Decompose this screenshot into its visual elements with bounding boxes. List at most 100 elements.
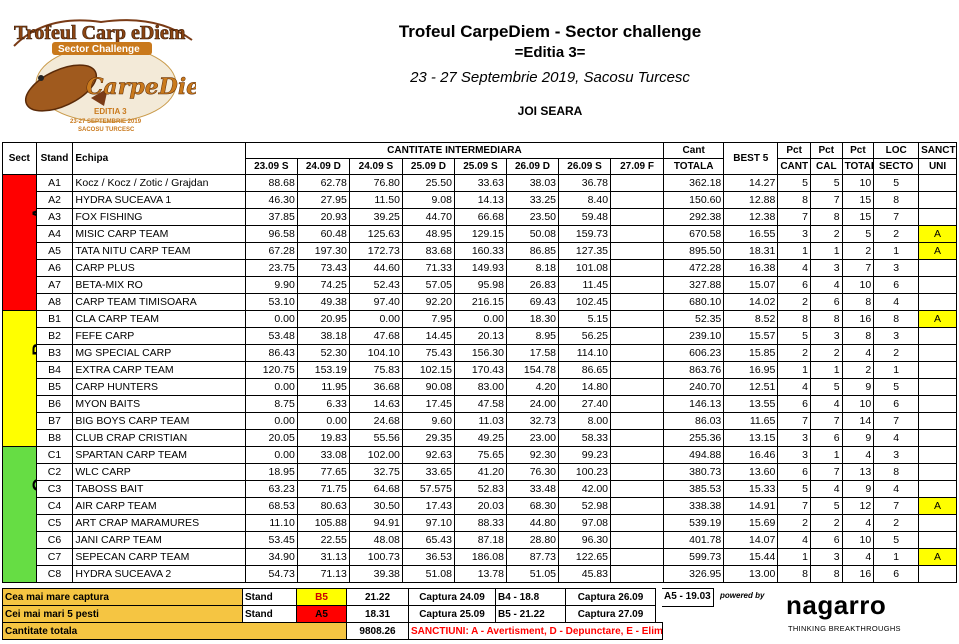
pct-cal-cell: 3 — [809, 548, 843, 566]
total-cell: 338.38 — [663, 497, 725, 515]
table-row: A4 MISIC CARP TEAM 96.58 60.48 125.63 48.95 12… — [3, 225, 957, 243]
day-value-cell: 25.50 — [401, 174, 455, 192]
pct-cal-cell: 7 — [809, 463, 843, 481]
day-value-cell: 97.10 — [401, 514, 455, 532]
loc-cell: 3 — [873, 327, 920, 345]
loc-cell: 1 — [873, 242, 920, 260]
day-value-cell: 34.90 — [244, 548, 298, 566]
day-value-cell: 0.00 — [348, 310, 403, 328]
best5-cell: 14.02 — [723, 293, 779, 311]
total-cell: 255.36 — [663, 429, 725, 447]
pct-cal-cell: 3 — [809, 259, 843, 277]
pct-cant-cell: 6 — [777, 276, 811, 294]
pct-total-cell: 9 — [841, 378, 875, 396]
day-value-cell: 99.23 — [557, 446, 612, 464]
pct-cant-cell: 2 — [777, 344, 811, 362]
table-row: A2 HYDRA SUCEAVA 1 46.30 27.95 11.50 9.08 14.1… — [3, 191, 957, 209]
day-value-cell — [610, 225, 665, 243]
col-loc-bottom: SECTO — [873, 158, 920, 175]
day-value-cell — [610, 293, 665, 311]
session-label: JOI SEARA — [517, 104, 583, 118]
day-value-cell: 88.68 — [244, 174, 298, 192]
day-value-cell: 64.68 — [348, 480, 403, 498]
pct-total-cell: 10 — [841, 395, 875, 413]
day-value-cell: 0.00 — [244, 310, 298, 328]
pct-cal-cell: 8 — [809, 208, 843, 226]
day-value-cell: 186.08 — [453, 548, 507, 566]
day-value-cell — [610, 565, 665, 583]
team-cell: CARP TEAM TIMISOARA — [72, 293, 246, 311]
day-value-cell: 36.53 — [401, 548, 455, 566]
pct-cant-cell: 6 — [777, 463, 811, 481]
day-value-cell: 11.10 — [244, 514, 298, 532]
day-value-cell: 74.25 — [296, 276, 350, 294]
team-cell: BIG BOYS CARP TEAM — [72, 412, 246, 430]
day-value-cell: 4.20 — [505, 378, 560, 396]
table-row: SECTOR BB1CLA CARP TEAM0.0020.950.007.95… — [2, 310, 957, 447]
stand-cell: A8 — [35, 293, 74, 311]
day-value-cell: 56.25 — [557, 327, 612, 345]
powered-by-label: powered by — [720, 591, 765, 600]
day-value-cell: 27.40 — [557, 395, 612, 413]
stand-cell: A3 — [35, 208, 74, 226]
sanction-cell — [918, 361, 957, 379]
sanction-cell: A — [918, 225, 957, 243]
pct-total-cell: 4 — [841, 514, 875, 532]
pct-cant-cell: 7 — [777, 412, 811, 430]
loc-cell: 7 — [873, 497, 920, 515]
day-value-cell: 54.73 — [244, 565, 298, 583]
day-value-cell: 53.10 — [244, 293, 298, 311]
pct-total-cell: 8 — [841, 293, 875, 311]
day-value-cell: 20.93 — [296, 208, 350, 226]
best5-cell: 16.38 — [723, 259, 779, 277]
sanction-cell — [918, 446, 957, 464]
day-value-cell: 75.65 — [453, 446, 507, 464]
stand-cell: C6 — [35, 531, 74, 549]
day-value-cell: 8.75 — [244, 395, 298, 413]
stand-cell: B3 — [35, 344, 74, 362]
day-value-cell: 47.68 — [348, 327, 403, 345]
biggest-catch-value: 21.22 — [346, 588, 409, 606]
pct-total-cell: 9 — [841, 429, 875, 447]
day-value-cell — [610, 242, 665, 260]
day-value-cell — [610, 412, 665, 430]
day-value-cell: 52.98 — [557, 497, 612, 515]
stand-cell: B5 — [35, 378, 74, 396]
day-value-cell: 22.55 — [296, 531, 350, 549]
day-value-cell: 216.15 — [453, 293, 507, 311]
day-value-cell: 53.45 — [244, 531, 298, 549]
pct-total-cell: 12 — [841, 497, 875, 515]
day-value-cell: 48.08 — [348, 531, 403, 549]
day-value-cell — [610, 480, 665, 498]
sanction-cell: A — [918, 310, 957, 328]
loc-cell: 4 — [873, 480, 920, 498]
day-value-cell: 14.45 — [401, 327, 455, 345]
day-value-cell: 71.33 — [401, 259, 455, 277]
pct-total-cell: 4 — [841, 344, 875, 362]
day-value-cell — [610, 446, 665, 464]
catch-2509-value: B5 - 21.22 — [495, 605, 566, 623]
team-cell: ART CRAP MARAMURES — [72, 514, 246, 532]
pct-total-cell: 15 — [841, 191, 875, 209]
day-value-cell: 92.63 — [401, 446, 455, 464]
table-body: SECTOR AA1Kocz / Kocz / Zotic / Grajdan8… — [2, 174, 957, 583]
pct-cant-cell: 8 — [777, 310, 811, 328]
biggest-catch-label: Cea mai mare captura — [2, 588, 243, 606]
col-day-6: 26.09 D — [505, 158, 560, 175]
loc-cell: 6 — [873, 276, 920, 294]
biggest-catch-stand: B5 — [296, 588, 347, 606]
stand-cell: A1 — [35, 174, 74, 192]
sanction-cell — [918, 412, 957, 430]
day-value-cell: 36.78 — [557, 174, 612, 192]
catch-2409-value: B4 - 18.8 — [495, 588, 566, 606]
col-pct-cant: CANT — [777, 158, 811, 175]
stand-cell: A2 — [35, 191, 74, 209]
table-row: B4 EXTRA CARP TEAM 120.75 153.19 75.83 102.15… — [3, 361, 957, 379]
catch-2609-label: Captura 26.09 — [565, 588, 656, 606]
best5-cell: 15.85 — [723, 344, 779, 362]
best5-cell: 16.46 — [723, 446, 779, 464]
stand-cell: C8 — [35, 565, 74, 583]
day-value-cell: 11.50 — [348, 191, 403, 209]
loc-cell: 5 — [873, 531, 920, 549]
stand-cell: C3 — [35, 480, 74, 498]
